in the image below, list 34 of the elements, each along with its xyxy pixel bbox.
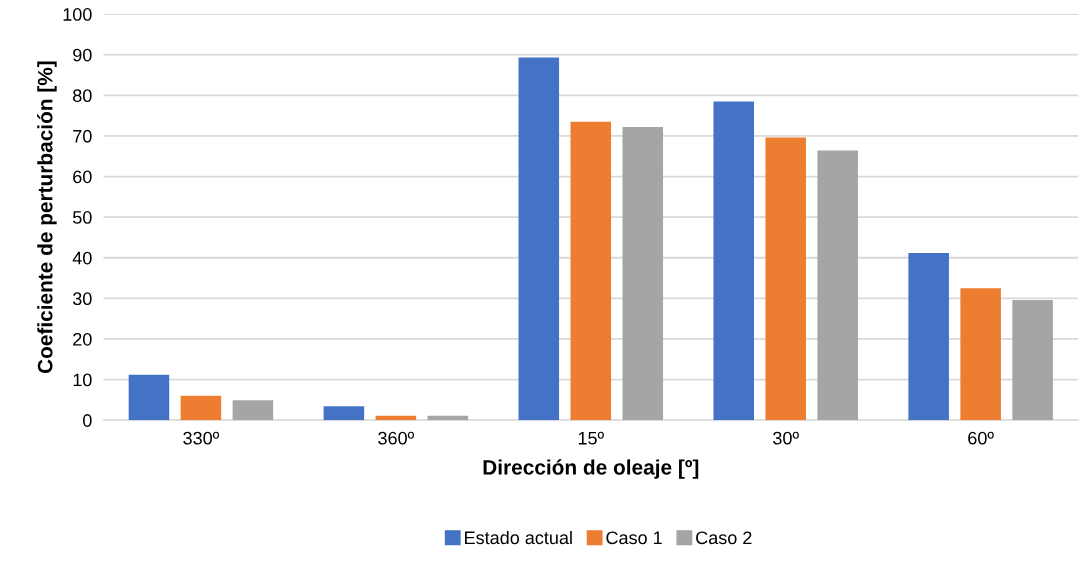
bar <box>960 288 1001 421</box>
legend-label: Caso 2 <box>696 531 752 545</box>
x-axis-title: Dirección de oleaje [º] <box>483 459 699 479</box>
bar <box>570 121 612 421</box>
y-tick-label: 70 <box>73 129 92 143</box>
y-tick-label: 0 <box>83 414 92 427</box>
y-tick-label: 60 <box>73 170 92 184</box>
y-tick-label: 10 <box>73 373 92 387</box>
y-tick-label: 30 <box>72 292 92 306</box>
y-tick-label: 80 <box>73 89 92 103</box>
y-tick-label: 90 <box>73 48 92 62</box>
bar <box>817 150 858 421</box>
bar <box>180 395 222 421</box>
y-tick-label: 100 <box>63 8 92 21</box>
y-tick-label: 20 <box>73 332 92 346</box>
bar <box>622 126 664 421</box>
x-tick-label: 60º <box>968 431 994 445</box>
bar <box>765 137 806 421</box>
bar <box>323 406 365 421</box>
bar <box>232 400 274 421</box>
y-tick-label: 50 <box>72 211 92 224</box>
bar <box>713 101 754 421</box>
bar <box>128 374 170 421</box>
bar <box>908 252 949 421</box>
x-tick-label: 30º <box>773 431 799 445</box>
bar <box>518 57 560 421</box>
legend-label: Estado actual <box>465 530 572 545</box>
y-axis-title: Coeficiente de perturbación [%] <box>37 61 57 374</box>
legend-label: Caso 1 <box>606 531 662 545</box>
x-tick-label: 15º <box>578 431 604 445</box>
y-tick-label: 40 <box>72 251 92 265</box>
x-tick-label: 330º <box>183 431 220 445</box>
x-tick-label: 360º <box>378 431 414 445</box>
bar <box>1012 299 1053 421</box>
